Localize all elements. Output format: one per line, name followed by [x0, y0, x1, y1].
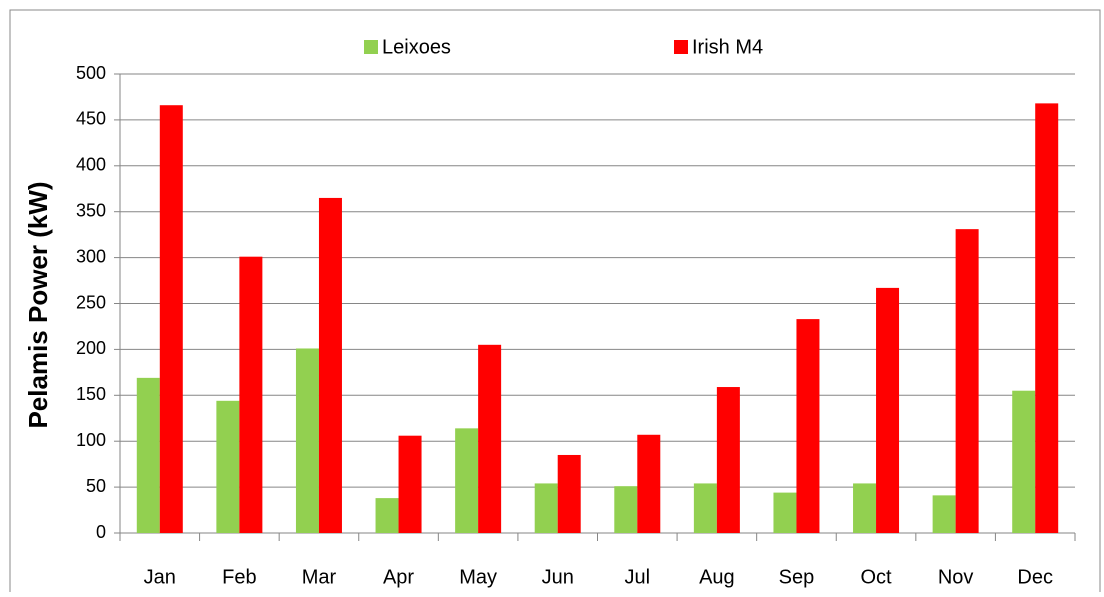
bar — [1012, 390, 1036, 533]
bar — [773, 492, 797, 533]
bar — [478, 344, 502, 533]
y-tick-label: 300 — [76, 246, 106, 266]
bar — [853, 483, 877, 533]
x-tick-label: Apr — [383, 566, 414, 588]
bar — [557, 454, 581, 533]
y-tick-label: 450 — [76, 109, 106, 129]
bar — [239, 256, 263, 533]
x-tick-label: Dec — [1017, 566, 1053, 588]
bar — [932, 495, 956, 533]
x-tick-label: Sep — [779, 566, 815, 588]
y-tick-label: 50 — [86, 476, 106, 496]
bar — [375, 498, 399, 533]
y-tick-label: 200 — [76, 338, 106, 358]
bar — [216, 400, 240, 533]
bar — [637, 434, 661, 533]
x-tick-label: Mar — [302, 566, 337, 588]
bar — [295, 348, 319, 533]
legend-swatch — [674, 40, 688, 54]
y-axis-title: Pelamis Power (kW) — [23, 181, 53, 428]
bar — [159, 105, 183, 533]
y-tick-label: 250 — [76, 292, 106, 312]
x-tick-label: Feb — [222, 566, 256, 588]
bar — [455, 428, 479, 533]
bar — [318, 197, 342, 533]
bar — [1035, 103, 1059, 533]
bar — [614, 486, 638, 533]
y-tick-label: 100 — [76, 430, 106, 450]
legend-label: Irish M4 — [692, 36, 763, 58]
legend-label: Leixoes — [382, 36, 451, 58]
x-tick-label: Aug — [699, 566, 735, 588]
x-tick-label: Oct — [860, 566, 892, 588]
bar — [136, 377, 160, 533]
y-tick-label: 500 — [76, 63, 106, 83]
bar — [796, 319, 820, 533]
y-tick-label: 0 — [96, 522, 106, 542]
bar — [693, 483, 717, 533]
y-tick-label: 400 — [76, 155, 106, 175]
y-tick-label: 150 — [76, 384, 106, 404]
bar — [716, 387, 740, 533]
x-tick-label: Jun — [542, 566, 574, 588]
x-tick-label: Jan — [144, 566, 176, 588]
bar — [398, 435, 422, 533]
legend-swatch — [364, 40, 378, 54]
y-tick-label: 350 — [76, 200, 106, 220]
x-tick-label: Jul — [625, 566, 651, 588]
bar — [955, 229, 979, 533]
x-tick-label: Nov — [938, 566, 974, 588]
bar — [534, 483, 558, 533]
bar — [876, 287, 900, 533]
x-tick-label: May — [459, 566, 497, 588]
